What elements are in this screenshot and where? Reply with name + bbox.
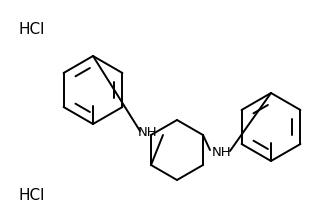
- Text: NH: NH: [212, 145, 232, 158]
- Text: HCl: HCl: [18, 22, 44, 37]
- Text: HCl: HCl: [18, 188, 44, 203]
- Text: NH: NH: [138, 126, 158, 139]
